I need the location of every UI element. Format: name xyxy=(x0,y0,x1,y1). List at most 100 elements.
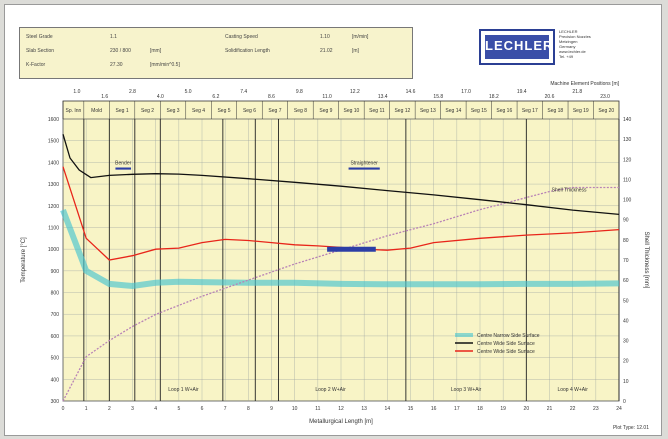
zone-label: Seg 5 xyxy=(217,108,230,114)
info-value-k-factor: 27.30 xyxy=(110,62,123,68)
info-label-k-factor: K-Factor xyxy=(26,62,46,68)
zone-label: Seg 16 xyxy=(496,108,512,114)
x-tick: 19 xyxy=(500,406,506,412)
y-tick-right: 40 xyxy=(623,318,629,324)
zone-label: Seg 3 xyxy=(167,108,180,114)
legend-label: Centre Wide Side Surface xyxy=(477,349,535,355)
top-position-label: 19.4 xyxy=(517,89,527,95)
y-tick-left: 1000 xyxy=(48,247,59,253)
cooling-zone-label: Loop 1 W+Air xyxy=(168,387,199,393)
zone-label: Seg 11 xyxy=(369,108,385,114)
y-tick-right: 140 xyxy=(623,117,632,123)
zone-label: Mold xyxy=(91,108,102,114)
annotation-label: Bender xyxy=(115,161,131,167)
y-tick-right: 130 xyxy=(623,137,632,143)
x-tick: 12 xyxy=(338,406,344,412)
x-tick: 6 xyxy=(201,406,204,412)
zone-label: Seg 15 xyxy=(471,108,487,114)
y-tick-right: 50 xyxy=(623,298,629,304)
footer-file-label: Plot Type: 12.01 xyxy=(613,425,649,431)
top-position-label: 8.6 xyxy=(268,94,275,100)
top-position-label: 15.8 xyxy=(433,94,443,100)
y-tick-left: 1500 xyxy=(48,139,59,145)
info-value-casting-speed: 1.10 xyxy=(320,34,330,40)
info-unit-casting-speed: [m/min] xyxy=(352,34,369,40)
x-tick: 1 xyxy=(85,406,88,412)
x-tick: 14 xyxy=(385,406,391,412)
y-tick-left: 600 xyxy=(51,334,60,340)
cooling-zone-label: Loop 2 W+Air xyxy=(315,387,346,393)
x-tick: 20 xyxy=(524,406,530,412)
x-tick: 15 xyxy=(408,406,414,412)
zone-label: Seg 20 xyxy=(598,108,614,114)
zone-label: Seg 18 xyxy=(547,108,563,114)
y-tick-left: 800 xyxy=(51,291,60,297)
top-position-label: 11.0 xyxy=(322,94,332,100)
top-position-label: 5.0 xyxy=(185,89,192,95)
info-label-slab-section: Slab Section xyxy=(26,48,55,54)
zone-label: Seg 8 xyxy=(294,108,307,114)
top-position-label: 23.0 xyxy=(600,94,610,100)
x-tick: 22 xyxy=(570,406,576,412)
logo-wordmark: LECHLER xyxy=(485,35,552,59)
x-tick: 4 xyxy=(154,406,157,412)
cooling-zone-label: Loop 3 W+Air xyxy=(451,387,482,393)
x-axis-title: Metallurgical Length [m] xyxy=(309,419,373,425)
x-tick: 3 xyxy=(131,406,134,412)
series-core-temperature xyxy=(62,134,620,216)
x-tick: 9 xyxy=(270,406,273,412)
x-tick: 17 xyxy=(454,406,460,412)
x-tick: 7 xyxy=(224,406,227,412)
top-position-label: 1.6 xyxy=(101,94,108,100)
info-value-steel-grade: 1.1 xyxy=(110,34,117,40)
address-line: Precision Nozzles xyxy=(559,34,591,39)
y-tick-right: 0 xyxy=(623,399,626,405)
x-tick: 16 xyxy=(431,406,437,412)
zone-label: Seg 2 xyxy=(141,108,154,114)
info-unit-k-factor: [mm/min^0.5] xyxy=(150,62,180,68)
zone-label: Seg 6 xyxy=(243,108,256,114)
cooling-zone-label: Loop 4 W+Air xyxy=(557,387,588,393)
zone-label: Seg 7 xyxy=(268,108,281,114)
legend-label: Centre Wide Side Surface xyxy=(477,341,535,347)
y-tick-right: 60 xyxy=(623,278,629,284)
x-tick: 11 xyxy=(315,406,320,412)
zone-label: Seg 13 xyxy=(420,108,436,114)
chart-sheet: Steel Grade 1.1 Slab Section 230 / 800 [… xyxy=(4,4,662,436)
zone-label: Seg 4 xyxy=(192,108,205,114)
y-tick-right: 110 xyxy=(623,177,631,183)
y-tick-left: 700 xyxy=(51,312,60,318)
x-tick: 24 xyxy=(616,406,622,412)
zone-label: Seg 9 xyxy=(319,108,332,114)
top-position-label: 4.0 xyxy=(157,94,164,100)
info-label-casting-speed: Casting Speed xyxy=(225,34,258,40)
zone-label: Sp. Inn xyxy=(65,108,81,114)
top-position-label: 18.2 xyxy=(489,94,499,100)
zone-label: Seg 19 xyxy=(573,108,589,114)
y-tick-left: 1400 xyxy=(48,160,59,166)
temperature-chart: Sp. Inn Mold Seg 1 Seg 2 Seg 3 Seg 4 Seg 5 Seg … xyxy=(21,81,649,431)
legend-label: Centre Narrow Side Surface xyxy=(477,333,540,339)
x-tick: 21 xyxy=(547,406,553,412)
top-position-label: 17.0 xyxy=(461,89,471,95)
y-axis-title-right: Shell Thickness [mm] xyxy=(643,232,649,289)
address-line: Metzingen xyxy=(559,39,578,44)
company-address: LECHLER Precision Nozzles Metzingen Germ… xyxy=(559,29,619,59)
zone-label: Seg 10 xyxy=(343,108,359,114)
top-position-label: 12.2 xyxy=(350,89,360,95)
zone-label: Seg 12 xyxy=(394,108,410,114)
address-line: Germany xyxy=(559,44,576,49)
x-tick: 23 xyxy=(593,406,599,412)
x-tick: 5 xyxy=(177,406,180,412)
info-box: Steel Grade 1.1 Slab Section 230 / 800 [… xyxy=(19,27,413,79)
top-position-label: 7.4 xyxy=(240,89,247,95)
top-position-label: 9.8 xyxy=(296,89,303,95)
annotation-label: Straightener xyxy=(351,161,379,167)
y-tick-left: 1200 xyxy=(48,204,59,210)
info-label-solid-length: Solidification Length xyxy=(225,48,270,54)
zone-label: Seg 14 xyxy=(445,108,461,114)
info-value-slab-section: 230 / 800 xyxy=(110,48,131,54)
y-tick-right: 70 xyxy=(623,258,629,264)
y-tick-left: 300 xyxy=(51,399,60,405)
top-position-label: 6.2 xyxy=(212,94,219,100)
